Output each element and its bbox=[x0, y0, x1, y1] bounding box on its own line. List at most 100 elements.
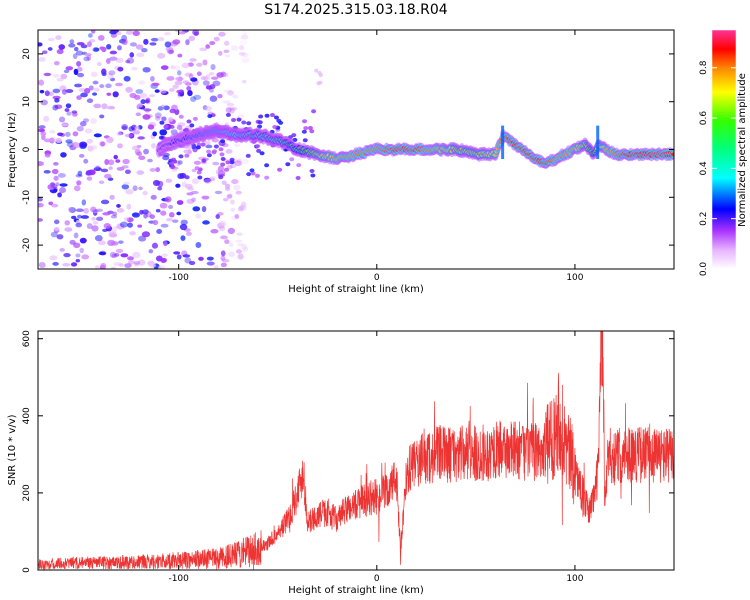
spectrogram-noise-blob bbox=[207, 114, 213, 119]
spectrogram-noise-blob bbox=[94, 235, 103, 242]
spectrogram-noise-blob bbox=[43, 138, 52, 143]
spectrogram-noise-blob bbox=[69, 239, 76, 245]
colorbar-tick-label: 0.8 bbox=[699, 60, 709, 75]
spectrogram-noise-blob bbox=[136, 52, 145, 58]
spectrogram-noise-blob bbox=[147, 158, 153, 163]
spectrogram-noise-blob bbox=[157, 52, 166, 59]
spectrogram-noise-blob bbox=[258, 114, 264, 119]
spectrogram-noise-blob bbox=[101, 68, 107, 75]
spectrogram-noise-blob bbox=[241, 52, 249, 58]
spectrogram-noise-blob bbox=[256, 148, 262, 153]
spectrogram-noise-blob bbox=[176, 160, 181, 166]
y-tick-label: 400 bbox=[22, 407, 32, 424]
spectrogram-noise-blob bbox=[38, 125, 46, 129]
spectrogram-noise-blob bbox=[185, 39, 190, 46]
spectrogram-noise-blob bbox=[121, 125, 128, 130]
spectrogram-noise-blob bbox=[169, 211, 175, 218]
spectrogram-noise-blob bbox=[272, 124, 278, 129]
spectrogram-noise-blob bbox=[302, 138, 308, 143]
spectrogram-noise-blob bbox=[180, 235, 186, 242]
spectrogram-noise-blob bbox=[151, 143, 156, 149]
spectrogram-noise-blob bbox=[289, 157, 295, 162]
spectrogram-noise-blob bbox=[188, 73, 194, 80]
spectrogram-noise-blob bbox=[58, 44, 66, 50]
spectrogram-noise-blob bbox=[91, 209, 99, 214]
spectrogram-noise-blob bbox=[190, 77, 198, 82]
spectrogram-noise-blob bbox=[241, 57, 250, 64]
spectrogram-noise-blob bbox=[164, 196, 172, 203]
spectrogram-noise-blob bbox=[220, 220, 226, 226]
spectrogram-noise-blob bbox=[78, 141, 88, 148]
spectrogram-noise-blob bbox=[84, 128, 93, 134]
spectrogram-noise-blob bbox=[236, 158, 242, 163]
spectrogram-noise-blob bbox=[191, 178, 200, 185]
spectrogram-noise-blob bbox=[184, 175, 190, 180]
spectrogram-noise-blob bbox=[259, 151, 265, 156]
spectrogram-noise-blob bbox=[189, 123, 195, 128]
spectrogram-noise-blob bbox=[197, 175, 203, 180]
spectrogram-noise-blob bbox=[164, 32, 171, 36]
spectrogram-noise-blob bbox=[65, 103, 72, 109]
spectrogram-noise-blob bbox=[163, 240, 168, 247]
spectrogram-noise-blob bbox=[138, 259, 146, 266]
spectrogram-noise-blob bbox=[79, 247, 84, 254]
spectrogram-noise-blob bbox=[161, 257, 167, 263]
y-tick-label: 20 bbox=[22, 48, 32, 60]
spectrogram-noise-blob bbox=[125, 59, 131, 64]
spectrogram-noise-blob bbox=[60, 73, 68, 80]
spectrogram-noise-blob bbox=[230, 45, 239, 51]
spectrogram-noise-blob bbox=[86, 223, 93, 230]
spectrogram-noise-blob bbox=[100, 199, 110, 205]
spectrogram-noise-blob bbox=[152, 219, 159, 226]
spectrogram-noise-blob bbox=[188, 260, 196, 266]
spectrogram-noise-blob bbox=[75, 222, 83, 228]
spectrogram-noise-blob bbox=[116, 203, 121, 208]
spectrogram-noise-blob bbox=[318, 80, 323, 85]
spectrogram-noise-blob bbox=[74, 46, 79, 52]
spectrogram-noise-blob bbox=[201, 158, 207, 163]
spectrogram-noise-blob bbox=[106, 105, 115, 110]
spectrogram-noise-blob bbox=[121, 124, 129, 131]
spectrogram-noise-blob bbox=[224, 239, 230, 245]
spectrogram-noise-blob bbox=[161, 116, 167, 122]
spectrogram-noise-blob bbox=[235, 249, 243, 254]
spectrogram-noise-blob bbox=[159, 202, 168, 209]
spectrogram-noise-blob bbox=[196, 170, 202, 175]
spectrogram-noise-blob bbox=[56, 234, 64, 240]
spectrogram-noise-blob bbox=[264, 113, 270, 118]
spectrogram-noise-blob bbox=[105, 58, 111, 64]
spectrogram-noise-blob bbox=[111, 241, 119, 246]
spectrogram-noise-blob bbox=[205, 44, 211, 49]
spectrogram-noise-blob bbox=[79, 237, 87, 244]
spectrogram-noise-blob bbox=[133, 94, 141, 100]
spectrogram-noise-blob bbox=[102, 212, 111, 216]
spectrogram-noise-blob bbox=[141, 231, 151, 238]
spectrogram-noise-blob bbox=[213, 265, 219, 269]
spectrogram-noise-blob bbox=[143, 38, 149, 45]
spectrogram-noise-blob bbox=[175, 76, 184, 82]
spectrogram-noise-blob bbox=[122, 158, 130, 165]
spectrogram-noise-blob bbox=[235, 239, 243, 243]
spectrogram-noise-blob bbox=[124, 169, 131, 175]
spectrogram-noise-blob bbox=[135, 125, 140, 132]
spectrogram-noise-blob bbox=[154, 89, 160, 93]
spectrogram-noise-blob bbox=[179, 172, 187, 179]
spectrogram-noise-blob bbox=[168, 49, 174, 54]
x-tick-label: 100 bbox=[566, 273, 583, 283]
spectrogram-noise-blob bbox=[296, 163, 302, 168]
spectrogram-noise-blob bbox=[209, 40, 216, 46]
spectrogram-noise-blob bbox=[64, 220, 70, 226]
spectrogram-noise-blob bbox=[142, 66, 151, 73]
spectrogram-noise-blob bbox=[158, 135, 164, 140]
spectrogram-noise-blob bbox=[220, 139, 226, 144]
spectrogram-noise-blob bbox=[109, 251, 117, 258]
spectrogram-noise-blob bbox=[196, 71, 202, 77]
spectrogram-noise-blob bbox=[115, 57, 124, 63]
spectrogram-noise-blob bbox=[44, 153, 51, 158]
spectrogram-noise-blob bbox=[219, 152, 225, 157]
spectrogram-noise-blob bbox=[168, 204, 174, 210]
spectrogram-noise-blob bbox=[210, 229, 219, 234]
spectrogram-noise-blob bbox=[129, 42, 137, 47]
spectrogram-noise-blob bbox=[49, 129, 56, 134]
spectrogram-noise-blob bbox=[231, 179, 239, 185]
